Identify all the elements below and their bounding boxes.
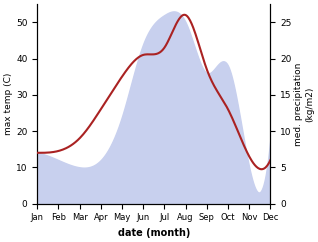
Y-axis label: max temp (C): max temp (C) [4, 73, 13, 135]
X-axis label: date (month): date (month) [118, 228, 190, 238]
Y-axis label: med. precipitation
(kg/m2): med. precipitation (kg/m2) [294, 62, 314, 145]
